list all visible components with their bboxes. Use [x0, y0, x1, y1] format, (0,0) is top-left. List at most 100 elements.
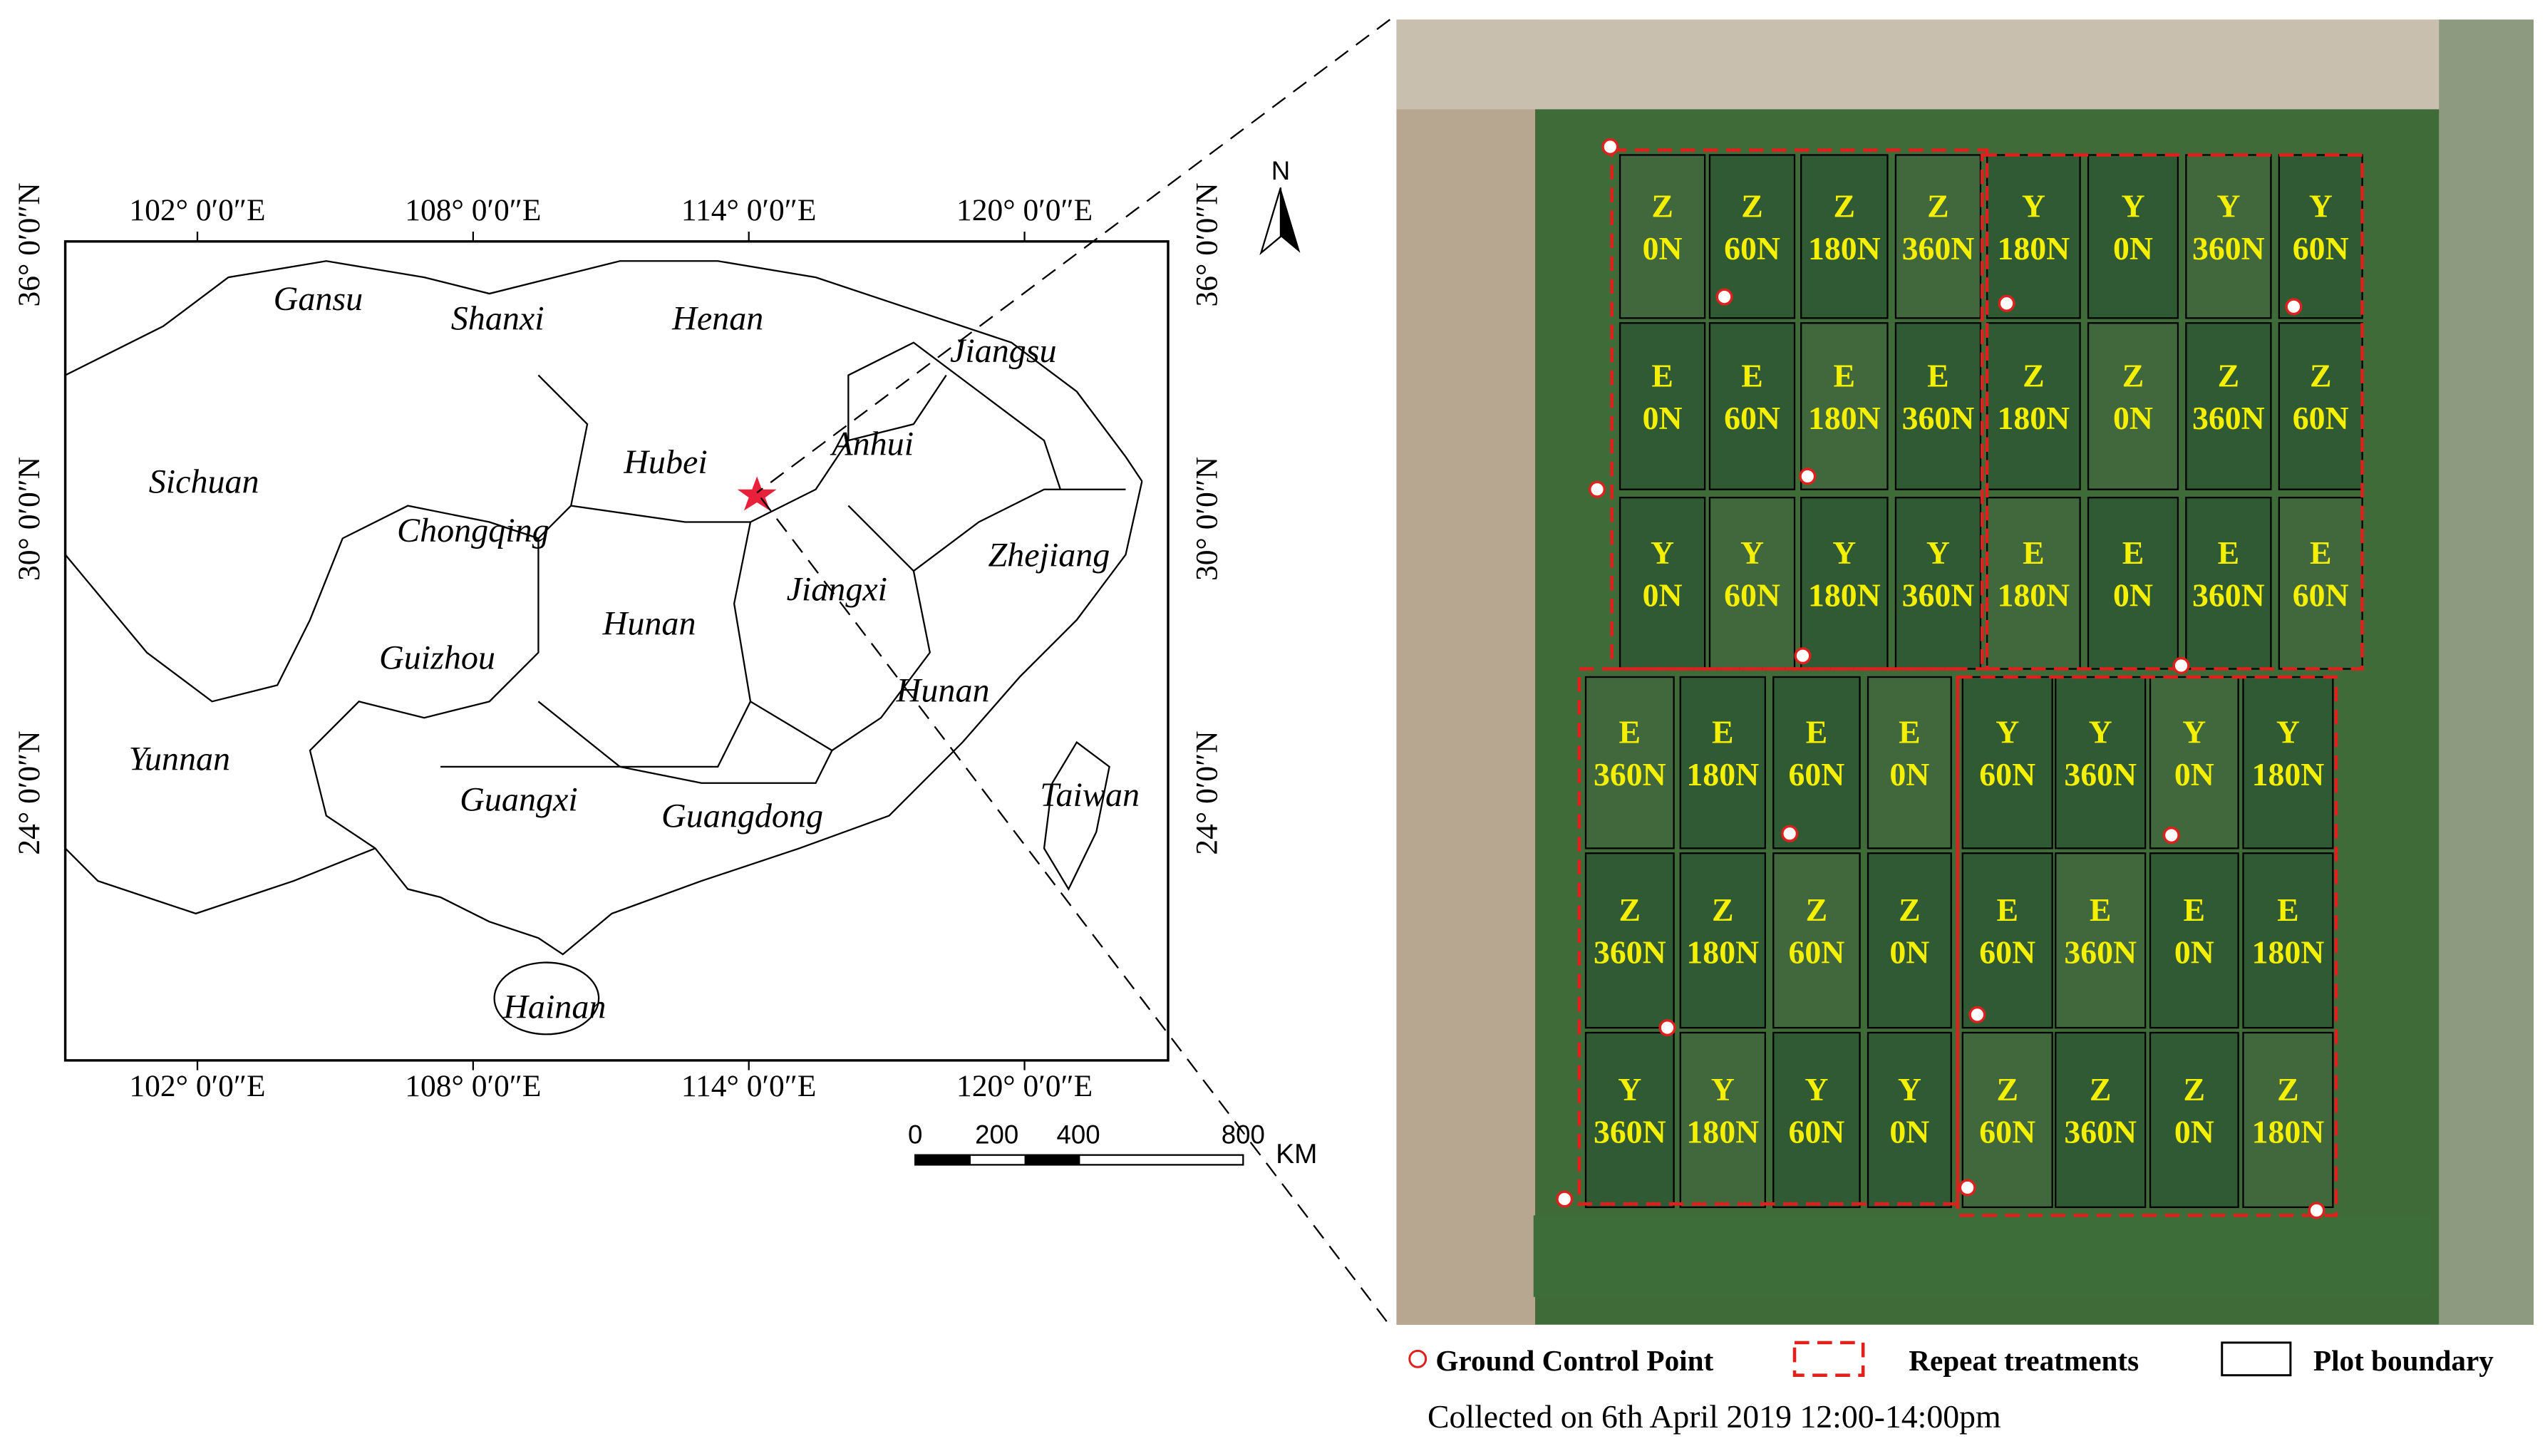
- plot-variety: Y: [2216, 187, 2240, 224]
- plot-nitrogen: 360N: [1594, 756, 1666, 792]
- legend-repeat-icon: [1792, 1341, 1865, 1377]
- province-label: Shanxi: [451, 299, 544, 337]
- plot-nitrogen: 180N: [1686, 934, 1759, 971]
- plot-nitrogen: 0N: [1643, 400, 1683, 436]
- plot-variety: Z: [2277, 1071, 2299, 1108]
- border-strip: [1533, 1215, 2431, 1297]
- plot-boundary: [1772, 1031, 1861, 1209]
- plot-nitrogen: 60N: [2293, 577, 2349, 613]
- bare-soil: [1396, 19, 1536, 1325]
- plot-nitrogen: 0N: [2174, 934, 2214, 971]
- road: [1396, 19, 2534, 110]
- legend-plot-icon: [2221, 1341, 2292, 1377]
- lat-label: 36° 0′0″N: [1190, 182, 1224, 306]
- repeat-group: [1577, 667, 1960, 1206]
- ground-control-point: [1781, 825, 1799, 842]
- plot-boundary: [2055, 852, 2147, 1029]
- ground-control-point: [2285, 298, 2303, 316]
- plot-variety: E: [2184, 892, 2206, 928]
- plot-boundary: [1894, 154, 1982, 319]
- scale-label: 200: [975, 1120, 1018, 1150]
- plot-nitrogen: 360N: [2192, 577, 2265, 613]
- plot-boundary: [1986, 154, 2081, 319]
- hainan-outline: [493, 961, 600, 1036]
- plot-nitrogen: 60N: [1724, 577, 1780, 613]
- plot-variety: Z: [2184, 1071, 2206, 1108]
- plot-boundary: [1619, 154, 1706, 319]
- plot-variety: Y: [2089, 714, 2112, 750]
- legend-gcp-icon: [1408, 1349, 1428, 1368]
- plot-nitrogen: 60N: [1979, 1113, 2035, 1150]
- plot-nitrogen: 0N: [2113, 400, 2153, 436]
- scale-bar-segment: [1024, 1155, 1080, 1165]
- plot-boundary: [1708, 497, 1796, 670]
- plot-boundary: [2087, 154, 2179, 319]
- lon-label: 102° 0′0″E: [129, 193, 265, 227]
- scale-label: 800: [1222, 1120, 1265, 1150]
- plot-nitrogen: 60N: [2293, 230, 2349, 267]
- plot-nitrogen: 60N: [1979, 934, 2035, 971]
- plot-boundary: [2278, 497, 2363, 670]
- scale-bar-segment: [915, 1155, 971, 1165]
- plot-nitrogen: 180N: [1808, 400, 1881, 436]
- plot-nitrogen: 60N: [1724, 400, 1780, 436]
- plot-boundary: [1772, 676, 1861, 850]
- ground-control-point: [2172, 656, 2190, 674]
- plot-variety: Z: [2310, 358, 2332, 394]
- plot-variety: E: [1996, 892, 2018, 928]
- plot-nitrogen: 360N: [1902, 577, 1975, 613]
- plot-boundary: [1584, 676, 1675, 850]
- plot-variety: Z: [1741, 187, 1763, 224]
- province-label: Chongqing: [397, 512, 549, 549]
- plot-boundary: [2055, 1031, 2147, 1209]
- plot-boundary: [1679, 852, 1766, 1029]
- province-label: Jiangxi: [787, 570, 887, 608]
- scale-unit: KM: [1276, 1139, 1317, 1170]
- plot-boundary: [2185, 497, 2272, 670]
- plot-boundary: [1800, 154, 1889, 319]
- plot-nitrogen: 0N: [1889, 1113, 1929, 1150]
- plot-boundary: [2242, 852, 2334, 1029]
- plot-nitrogen: 360N: [1902, 230, 1975, 267]
- plot-boundary: [1961, 676, 2053, 850]
- repeat-group: [1956, 675, 2338, 1217]
- plot-nitrogen: 360N: [2064, 1113, 2137, 1150]
- jiangxi-boundary: [750, 505, 931, 752]
- plot-boundary: [2278, 154, 2363, 319]
- plot-variety: Y: [2276, 714, 2300, 750]
- province-label: Hunan: [896, 671, 990, 709]
- plot-boundary: [2242, 676, 2334, 850]
- plot-variety: Z: [1651, 187, 1673, 224]
- map-frame: [63, 240, 1170, 1062]
- plot-boundary: [1961, 852, 2053, 1029]
- plot-nitrogen: 60N: [1788, 756, 1844, 792]
- anhui-boundary: [847, 341, 1062, 490]
- guizhou-boundary: [309, 538, 540, 850]
- scale-label: 0: [908, 1120, 922, 1150]
- province-label: Taiwan: [1040, 776, 1140, 814]
- lon-label: 120° 0′0″E: [956, 193, 1093, 227]
- plot-variety: E: [2090, 892, 2112, 928]
- plot-variety: Z: [2122, 358, 2144, 394]
- plot-variety: E: [1806, 714, 1828, 750]
- guangxi-boundary: [440, 750, 833, 784]
- plot-nitrogen: 0N: [1643, 230, 1683, 267]
- plot-variety: E: [2218, 535, 2240, 571]
- plot-boundary: [1800, 322, 1889, 490]
- plot-variety: Z: [1712, 892, 1734, 928]
- plot-boundary: [1867, 1031, 1952, 1209]
- ground-control-point: [1998, 294, 2015, 312]
- plot-nitrogen: 180N: [1808, 577, 1881, 613]
- province-label: Hainan: [502, 988, 606, 1026]
- plot-variety: Y: [1926, 535, 1950, 571]
- plot-variety: Y: [2182, 714, 2206, 750]
- plot-boundary: [1867, 676, 1952, 850]
- plot-boundary: [2242, 1031, 2334, 1209]
- plot-variety: E: [2277, 892, 2299, 928]
- plot-boundary: [1772, 852, 1861, 1029]
- boundaries: [64, 260, 1143, 1036]
- plot-nitrogen: 360N: [2192, 400, 2265, 436]
- plot-nitrogen: 0N: [2113, 577, 2153, 613]
- plot-variety: Z: [2023, 358, 2045, 394]
- plot-boundary: [2087, 497, 2179, 670]
